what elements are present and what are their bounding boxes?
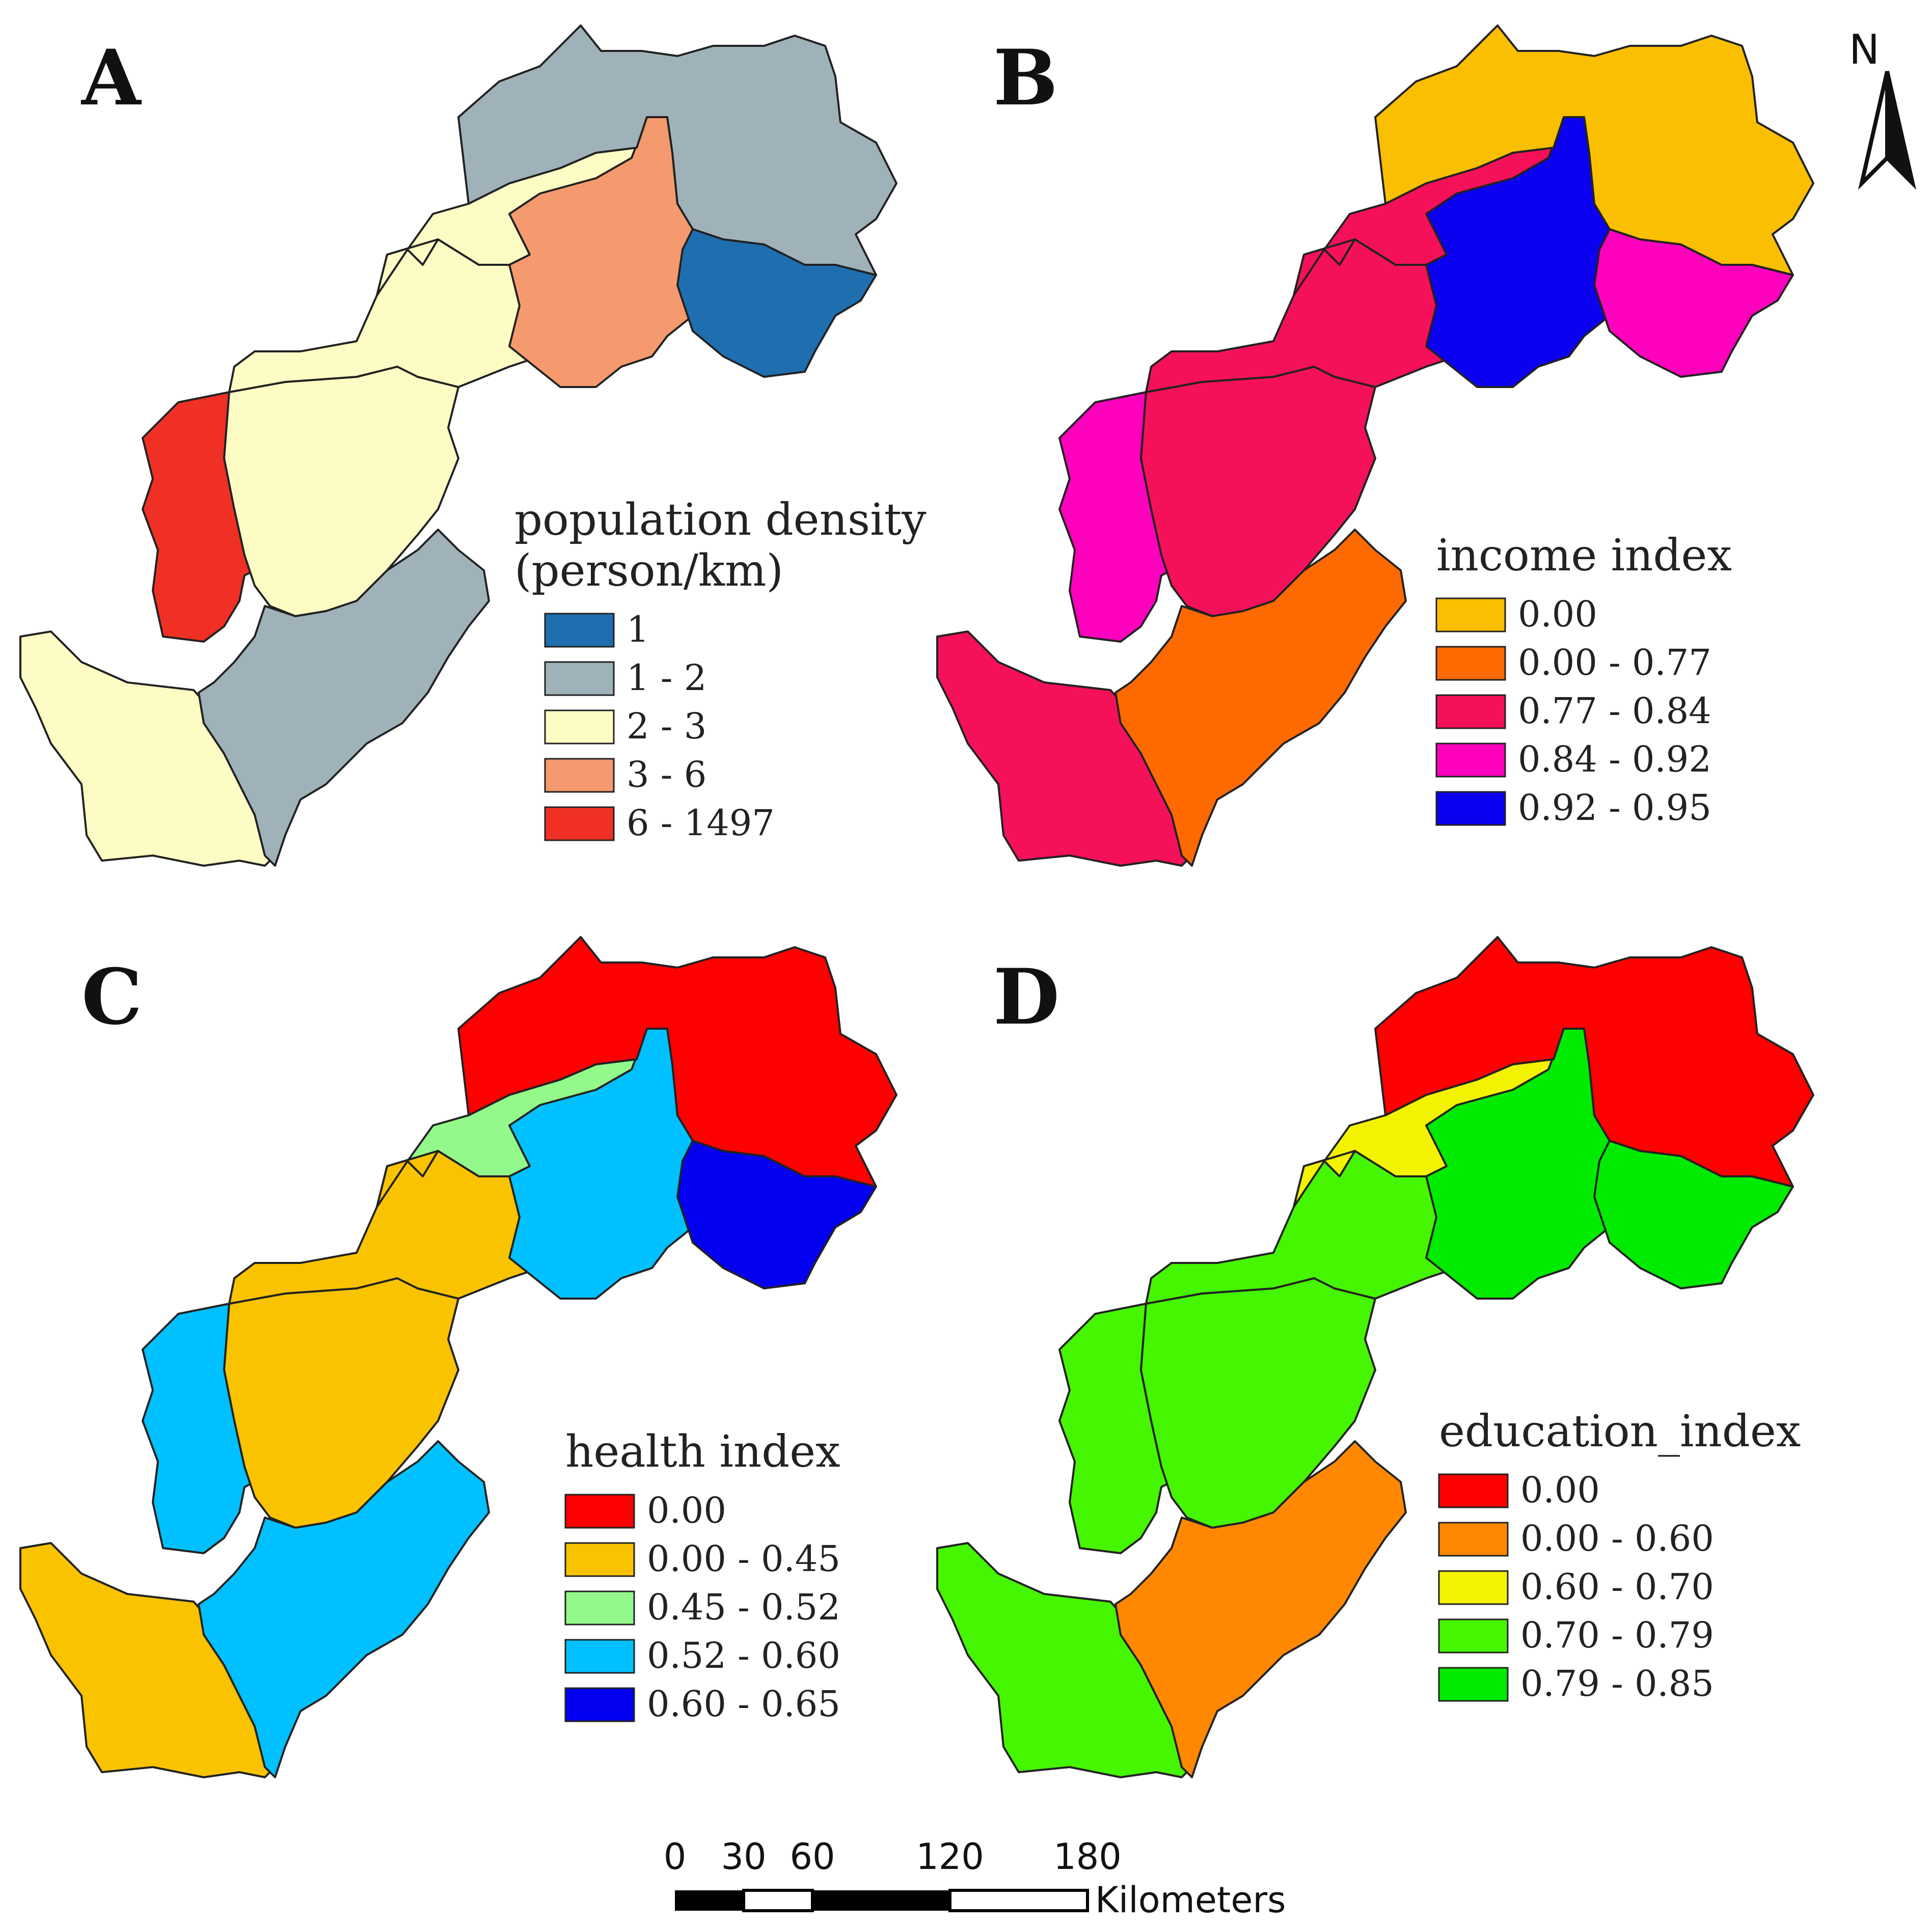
legend-label: 1 - 2 [627, 657, 706, 699]
legend-title: education_index [1439, 1406, 1801, 1457]
legend-label: 1 [627, 609, 649, 650]
legend-swatch [544, 661, 615, 696]
scale-segment [742, 1889, 814, 1912]
region-southwest [936, 630, 1193, 867]
legend-label: 0.00 [647, 1490, 726, 1531]
region-southwest [936, 1542, 1193, 1778]
legend-label: 0.00 [1520, 1469, 1600, 1511]
legend-swatch [564, 1590, 635, 1626]
legend-title: (person/km) [514, 545, 783, 596]
region-north-west-tip [376, 238, 439, 296]
panel-label: A [80, 33, 142, 123]
legend-swatch [544, 613, 615, 648]
scale-tick-label: 180 [1053, 1836, 1122, 1878]
legend-label: 0.45 - 0.52 [647, 1586, 840, 1628]
legend-label: 6 - 1497 [627, 802, 775, 844]
legend-swatch [544, 758, 615, 793]
panel-label: D [993, 952, 1059, 1042]
legend: income index 0.00 0.00 - 0.77 0.77 - 0.84 0.… [1435, 530, 1732, 829]
panel-label: C [81, 952, 142, 1042]
legend-title: income index [1436, 530, 1732, 581]
legend-label: 0.92 - 0.95 [1518, 787, 1711, 829]
legend-swatch [1438, 1618, 1509, 1654]
legend-title: health index [565, 1426, 840, 1477]
scale-unit-label: Kilometers [1095, 1879, 1286, 1921]
legend-label: 0.60 - 0.70 [1520, 1566, 1714, 1608]
scale-segment [812, 1890, 950, 1911]
legend-label: 2 - 3 [627, 705, 706, 747]
legend-label: 0.00 - 0.60 [1520, 1518, 1714, 1559]
scale-tick-label: 0 [664, 1836, 687, 1878]
scale-segment [948, 1889, 1089, 1912]
region-north-west-tip [1293, 238, 1356, 296]
legend-label: 0.00 [1518, 593, 1597, 635]
legend: education_index 0.00 0.00 - 0.60 0.60 - 0.7… [1438, 1406, 1801, 1704]
north-arrow: N [1849, 26, 1916, 190]
legend-swatch [544, 806, 615, 841]
legend-swatch [564, 1542, 635, 1577]
legend: population density(person/km) 1 1 - 2 2 - 3… [514, 494, 927, 844]
region-north-west-tip [1293, 1150, 1356, 1208]
region-south [198, 1440, 490, 1778]
north-arrow-left-half [1858, 71, 1889, 190]
region-north-west-tip [376, 1150, 439, 1208]
legend-swatch [1438, 1667, 1509, 1702]
legend-swatch [1438, 1570, 1509, 1605]
legend-swatch [1435, 791, 1506, 826]
legend-swatch [564, 1687, 635, 1722]
legend-swatch [564, 1639, 635, 1674]
scale-bar: 0 30 60 120 180 Kilometers [664, 1836, 1286, 1921]
region-south [198, 529, 490, 867]
legend-label: 0.60 - 0.65 [647, 1683, 840, 1725]
choropleth-map [936, 936, 1814, 1778]
legend-label: 0.84 - 0.92 [1518, 738, 1711, 780]
legend-swatch [1435, 694, 1506, 729]
legend-swatch [1435, 742, 1506, 778]
legend-label: 0.70 - 0.79 [1520, 1614, 1714, 1656]
scale-tick-label: 120 [916, 1836, 984, 1878]
legend-label: 0.77 - 0.84 [1518, 690, 1711, 732]
legend-title: population density [514, 494, 927, 545]
legend-swatch [1435, 646, 1506, 681]
scale-segment [675, 1890, 744, 1911]
legend-label: 0.52 - 0.60 [647, 1635, 840, 1676]
choropleth-map [19, 936, 897, 1778]
region-south [1114, 529, 1407, 867]
region-southwest [19, 1542, 276, 1778]
legend-swatch [1438, 1473, 1509, 1508]
legend-label: 0.00 - 0.45 [647, 1538, 840, 1580]
scale-tick-label: 30 [721, 1836, 766, 1878]
panel-label: B [993, 33, 1058, 123]
region-northeast [1374, 936, 1814, 1188]
scale-tick-label: 60 [790, 1836, 835, 1878]
legend-label: 0.00 - 0.77 [1518, 642, 1711, 683]
region-northeast [457, 936, 897, 1188]
north-arrow-label: N [1849, 26, 1880, 73]
legend-swatch [1438, 1522, 1509, 1557]
legend: health index 0.00 0.00 - 0.45 0.45 - 0.52 0.… [564, 1426, 840, 1725]
region-northeast [457, 24, 897, 276]
legend-swatch [1435, 597, 1506, 632]
legend-label: 0.79 - 0.85 [1520, 1663, 1714, 1704]
choropleth-map [19, 24, 897, 867]
legend-swatch [544, 709, 615, 745]
north-arrow-right-half [1885, 71, 1916, 190]
choropleth-map [936, 24, 1814, 867]
legend-swatch [564, 1494, 635, 1529]
region-northeast [1374, 24, 1814, 276]
region-south [1114, 1440, 1407, 1778]
legend-label: 3 - 6 [627, 754, 706, 795]
region-southwest [19, 630, 276, 867]
